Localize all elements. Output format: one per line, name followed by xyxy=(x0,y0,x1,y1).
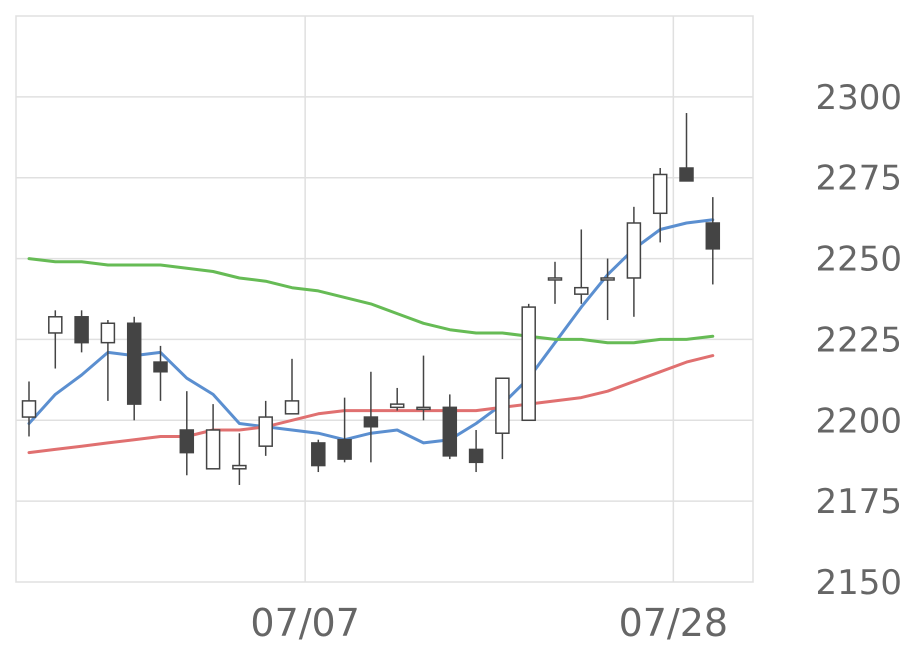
candle xyxy=(495,377,510,460)
candle xyxy=(521,303,536,422)
candle-body-up xyxy=(574,286,589,295)
x-axis-ticks: 07/07 07/28 xyxy=(250,601,728,645)
candle xyxy=(626,206,642,317)
y-tick-label: 2200 xyxy=(815,401,902,441)
candle-body-down xyxy=(179,429,195,454)
y-axis-ticks: 2150 2175 2200 2225 2250 2275 2300 xyxy=(815,78,902,603)
candle xyxy=(468,429,484,473)
candle-body-up xyxy=(547,277,563,281)
candle xyxy=(232,433,247,485)
y-tick-label: 2250 xyxy=(815,240,902,280)
y-tick-label: 2150 xyxy=(815,563,902,603)
candle-body-up xyxy=(416,406,431,411)
candle xyxy=(363,371,379,463)
y-tick-label: 2225 xyxy=(815,320,902,360)
y-tick-label: 2300 xyxy=(815,78,902,118)
candle xyxy=(284,358,300,415)
candle-body-down xyxy=(442,406,458,457)
candle-body-up xyxy=(495,377,510,434)
candle xyxy=(126,316,142,421)
candle-body-up xyxy=(100,322,116,344)
candle xyxy=(258,400,273,456)
candle xyxy=(48,310,63,369)
candle xyxy=(74,310,89,353)
candle xyxy=(153,345,168,401)
candle-body-up xyxy=(48,316,63,334)
candle-body-up xyxy=(205,429,221,470)
x-tick-label: 07/07 xyxy=(250,601,360,645)
series-line-ma-long xyxy=(27,257,715,345)
candle-body-down xyxy=(74,316,89,344)
candle xyxy=(705,197,721,285)
candle xyxy=(337,397,352,463)
candle-body-up xyxy=(258,416,273,447)
y-tick-label: 2275 xyxy=(815,159,902,199)
candle xyxy=(547,261,563,304)
candle-body-down xyxy=(468,448,484,464)
y-tick-label: 2175 xyxy=(815,482,902,522)
candle-body-up xyxy=(600,277,615,281)
candle xyxy=(179,391,195,476)
candle-body-down xyxy=(679,167,694,182)
candle xyxy=(21,381,37,437)
plot-area xyxy=(15,15,754,583)
candle xyxy=(100,320,116,401)
candle-body-up xyxy=(389,403,405,409)
candle-body-down xyxy=(311,442,326,467)
candle-body-up xyxy=(521,306,536,422)
candle-body-down xyxy=(126,322,142,405)
candle xyxy=(679,113,694,182)
candle xyxy=(416,355,431,421)
candle xyxy=(389,387,405,411)
candle-body-up xyxy=(232,464,247,470)
candles xyxy=(21,113,721,485)
candle-body-up xyxy=(21,400,37,418)
candle-body-up xyxy=(652,173,668,215)
x-tick-label: 07/28 xyxy=(619,601,729,645)
candle-body-up xyxy=(284,400,300,415)
candle xyxy=(574,229,589,304)
candle-body-up xyxy=(626,222,642,279)
candle xyxy=(311,439,326,473)
candle-body-down xyxy=(337,438,352,460)
candle-body-down xyxy=(705,222,721,250)
candle xyxy=(652,168,668,243)
candle-body-down xyxy=(153,361,168,373)
candle-body-down xyxy=(363,416,379,428)
candle xyxy=(600,258,615,321)
candle xyxy=(442,394,458,460)
candle xyxy=(205,404,221,470)
